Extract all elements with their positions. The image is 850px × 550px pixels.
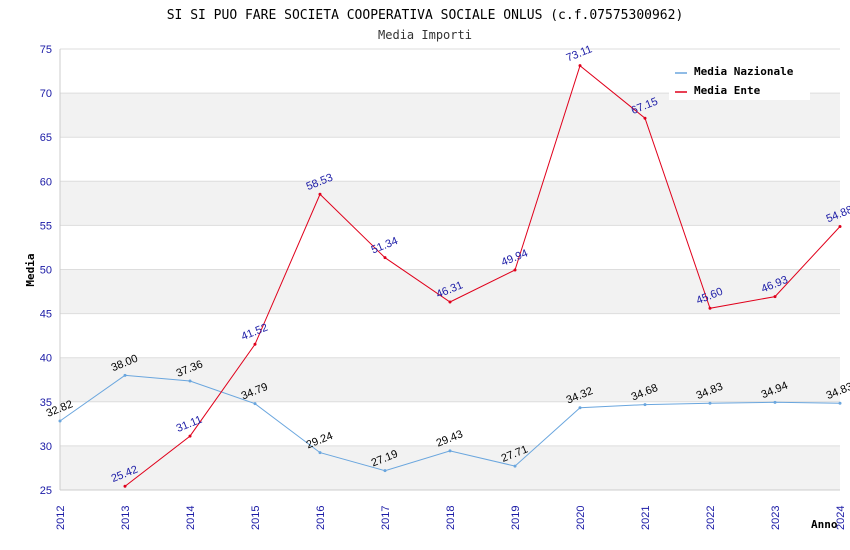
data-point <box>253 342 257 346</box>
x-tick-label: 2024 <box>835 506 847 530</box>
y-tick-label: 55 <box>40 220 52 232</box>
data-point <box>513 268 517 272</box>
x-tick-label: 2019 <box>510 506 522 530</box>
x-axis-label: Anno <box>811 518 838 531</box>
data-point <box>318 451 322 455</box>
y-tick-label: 65 <box>40 132 52 144</box>
x-tick-label: 2015 <box>250 506 262 530</box>
grid-band <box>60 93 840 138</box>
y-tick-label: 30 <box>40 441 52 453</box>
data-point <box>773 400 777 404</box>
x-tick-label: 2012 <box>55 506 67 530</box>
y-tick-label: 60 <box>40 176 52 188</box>
y-tick-label: 50 <box>40 265 52 277</box>
data-point <box>773 295 777 299</box>
grid-band <box>60 181 840 226</box>
x-tick-label: 2021 <box>640 506 652 530</box>
y-tick-label: 75 <box>40 44 52 56</box>
y-tick-label: 70 <box>40 88 52 100</box>
data-point <box>318 192 322 196</box>
data-point <box>708 401 712 405</box>
data-point <box>513 464 517 468</box>
data-point <box>643 116 647 120</box>
data-point <box>188 379 192 383</box>
data-point <box>838 401 842 405</box>
y-axis-label: Media <box>24 253 37 286</box>
legend-background <box>669 59 810 100</box>
x-tick-label: 2022 <box>705 506 717 530</box>
y-axis-ticks: 25 30 35 40 45 50 55 60 65 70 75 <box>40 44 52 497</box>
legend-label-media-nazionale: Media Nazionale <box>694 65 794 78</box>
data-point <box>448 449 452 453</box>
y-tick-label: 45 <box>40 309 52 321</box>
grid-lines <box>59 48 840 491</box>
series-line-media-ente <box>124 64 841 487</box>
legend-label-media-ente: Media Ente <box>694 84 761 97</box>
data-point <box>578 64 582 68</box>
data-point <box>383 256 387 260</box>
chart-subtitle: Media Importi <box>378 28 472 42</box>
x-tick-label: 2023 <box>770 506 782 530</box>
data-point <box>383 469 387 473</box>
y-tick-label: 35 <box>40 397 52 409</box>
x-tick-label: 2013 <box>120 506 132 530</box>
data-point <box>123 484 127 488</box>
legend: Media Nazionale Media Ente <box>669 59 810 100</box>
data-point <box>838 224 842 228</box>
x-tick-label: 2016 <box>315 506 327 530</box>
data-point <box>448 300 452 304</box>
data-point <box>123 373 127 377</box>
data-point <box>188 434 192 438</box>
x-tick-label: 2018 <box>445 506 457 530</box>
data-point <box>708 306 712 310</box>
y-tick-label: 40 <box>40 353 52 365</box>
chart-title: SI SI PUO FARE SOCIETA COOPERATIVA SOCIA… <box>167 8 684 23</box>
grid-band <box>60 445 840 490</box>
series-lines <box>58 64 842 488</box>
data-point <box>58 419 62 423</box>
data-point <box>578 406 582 410</box>
x-axis-ticks: 2012 2013 2014 2015 2016 2017 2018 2019 2020 2021… <box>55 506 847 530</box>
grid-band <box>60 269 840 314</box>
x-tick-label: 2014 <box>185 506 197 530</box>
y-tick-label: 25 <box>40 485 52 497</box>
x-tick-label: 2020 <box>575 506 587 530</box>
data-point <box>253 402 257 406</box>
data-point <box>643 403 647 407</box>
x-tick-label: 2017 <box>380 506 392 530</box>
